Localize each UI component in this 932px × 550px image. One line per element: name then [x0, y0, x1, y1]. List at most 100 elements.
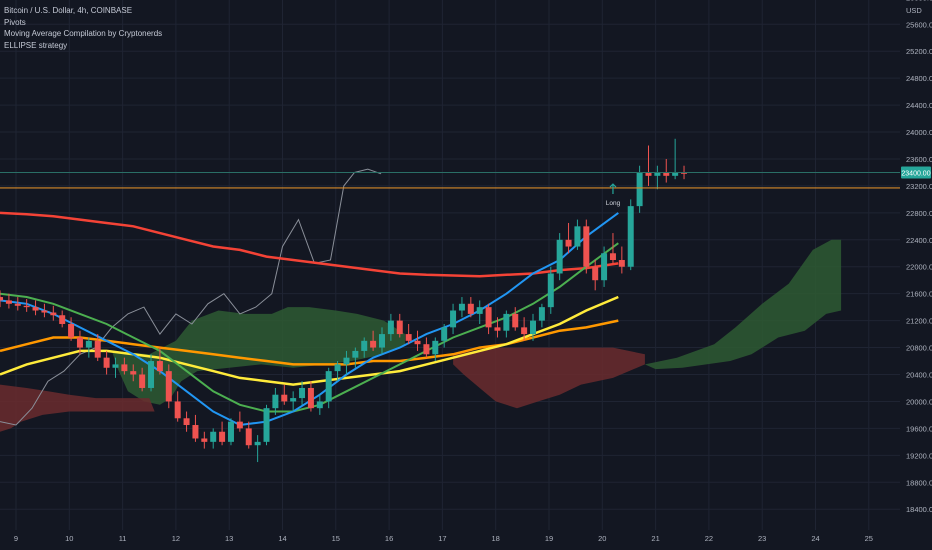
candle-body [654, 172, 661, 176]
cloud-bearish [453, 347, 645, 409]
candle-body [414, 340, 421, 345]
current-price-badge [901, 166, 931, 179]
candle-body [210, 431, 217, 442]
candle-body [156, 361, 163, 372]
candle-body [352, 350, 359, 358]
time-axis[interactable]: 9 10 11 12 13 14 15 16 17 18 19 20 21 22 23 24 25 [14, 534, 873, 543]
candle-body [521, 327, 528, 335]
time-tick-label: 13 [225, 534, 233, 543]
candle-body [5, 300, 12, 304]
lagging-span-line [0, 168, 382, 426]
candle-body [59, 315, 66, 324]
candle-body [476, 307, 483, 314]
candle-body [681, 172, 688, 174]
candle-body [512, 313, 519, 328]
time-tick-label: 19 [545, 534, 553, 543]
candle-body [423, 344, 430, 355]
candle-body [227, 421, 234, 442]
candle-body [103, 357, 110, 368]
candle-body [441, 327, 448, 341]
candle-body [121, 364, 128, 372]
price-tick-label: 23600.00 [906, 155, 932, 164]
candle-body [343, 357, 350, 365]
candle-body [378, 334, 385, 348]
price-tick-label: 22400.00 [906, 236, 932, 245]
price-tick-label: 20000.00 [906, 397, 932, 406]
candle-body [663, 172, 670, 176]
price-tick-label: 18400.00 [906, 505, 932, 514]
legend-ellipse-strategy[interactable]: ELLIPSE strategy [4, 40, 68, 50]
time-tick-label: 9 [14, 534, 18, 543]
candle-body [130, 371, 137, 375]
candle-body [148, 361, 155, 388]
cloud-bullish [644, 239, 842, 370]
candle-body [76, 337, 83, 348]
candle-body [263, 408, 270, 442]
candle-body [458, 303, 465, 311]
candle-body [672, 172, 679, 176]
candle-body [272, 394, 279, 409]
candle-body [592, 266, 599, 281]
candle-body [583, 226, 590, 267]
price-tick-label: 25200.00 [906, 47, 932, 56]
candle-body [370, 340, 377, 348]
candle-body [467, 303, 474, 314]
current-price-label: 23400.00 [901, 170, 930, 177]
price-axis[interactable]: USD 18400.00 18800.00 19200.00 19600.00 2000… [901, 0, 932, 514]
legend-ma-compilation[interactable]: Moving Average Compilation by Cryptonerd… [4, 29, 163, 38]
candle-body [299, 387, 306, 399]
price-tick-label: 21600.00 [906, 290, 932, 299]
candle-body [112, 364, 119, 368]
price-axis-currency: USD [906, 6, 922, 15]
candle-body [574, 226, 581, 247]
candle-body [450, 310, 457, 328]
candle-body [0, 297, 4, 301]
candle-body [334, 364, 341, 372]
candle-body [432, 340, 439, 355]
candle-body [290, 398, 297, 402]
candle-body [183, 418, 190, 426]
time-tick-label: 17 [438, 534, 446, 543]
price-tick-label: 21200.00 [906, 317, 932, 326]
price-tick-label: 18800.00 [906, 478, 932, 487]
candle-body [485, 307, 492, 328]
candle-body [503, 313, 510, 331]
candle-body [601, 253, 608, 281]
candle-body [165, 371, 172, 402]
candle-body [139, 374, 146, 388]
time-tick-label: 11 [119, 534, 127, 543]
candle-body [307, 387, 314, 409]
time-tick-label: 16 [385, 534, 393, 543]
candle-body [627, 206, 634, 267]
candle-body [68, 323, 75, 338]
candle-body [645, 172, 652, 176]
candle-body [494, 327, 501, 331]
ma-red-line [0, 211, 619, 278]
cloud-bullish [111, 307, 406, 405]
time-tick-label: 25 [865, 534, 873, 543]
time-tick-label: 10 [65, 534, 73, 543]
candle-body [387, 320, 394, 335]
candle-body [236, 421, 243, 429]
candle-body [609, 253, 616, 261]
signal-annotations: Long [606, 183, 621, 207]
price-tick-label: 22800.00 [906, 209, 932, 218]
candle-body [396, 320, 403, 335]
candle-body [23, 305, 30, 308]
candle-body [254, 441, 261, 446]
candle-body [547, 273, 554, 308]
price-tick-label: 22000.00 [906, 263, 932, 272]
moving-averages [0, 168, 619, 427]
price-tick-label: 20400.00 [906, 371, 932, 380]
legend-symbol[interactable]: Bitcoin / U.S. Dollar, 4h, COINBASE [4, 6, 133, 15]
legend-pivots[interactable]: Pivots [4, 17, 26, 27]
ma-blue-line [0, 212, 619, 427]
candle-body [565, 239, 572, 247]
time-tick-label: 21 [651, 534, 659, 543]
candle-body [556, 239, 563, 274]
candle-body [85, 340, 92, 348]
time-tick-label: 22 [705, 534, 713, 543]
candle-body [538, 307, 545, 321]
candle-body [316, 401, 323, 409]
